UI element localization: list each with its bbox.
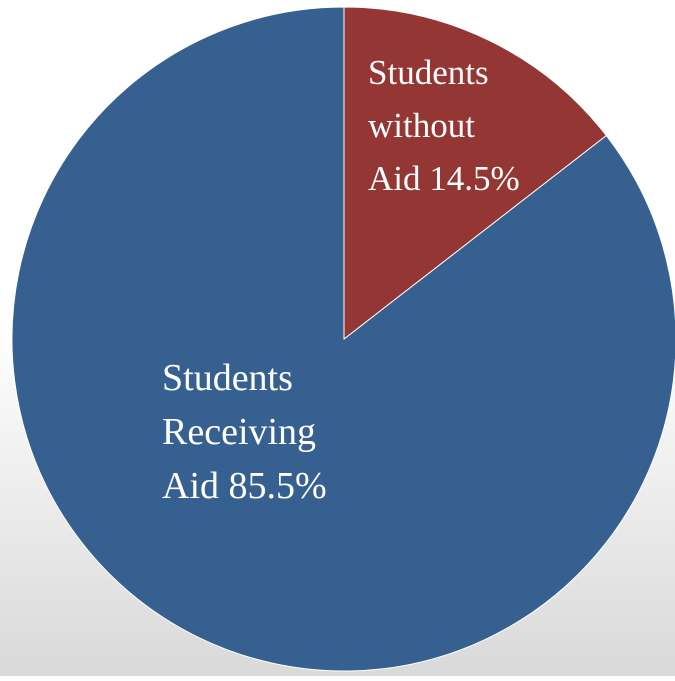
data-label-students-receiving-aid: Students Receiving Aid 85.5% [162, 357, 327, 507]
slices-layer [11, 6, 675, 672]
data-label-students-receiving-aid-line-2: Receiving [162, 411, 316, 453]
pie-slice-students-without-aid [343, 6, 607, 340]
data-label-students-without-aid-line-1: Students [368, 53, 489, 92]
data-label-students-without-aid-line-3: Aid 14.5% [368, 159, 520, 198]
data-label-students-without-aid-line-2: without [368, 106, 475, 145]
data-label-students-without-aid: Students without Aid 14.5% [368, 53, 520, 198]
data-label-students-receiving-aid-line-1: Students [162, 357, 293, 399]
labels-layer: Students without Aid 14.5% Students Receivin… [162, 53, 520, 507]
data-label-students-receiving-aid-line-3: Aid 85.5% [162, 465, 327, 507]
